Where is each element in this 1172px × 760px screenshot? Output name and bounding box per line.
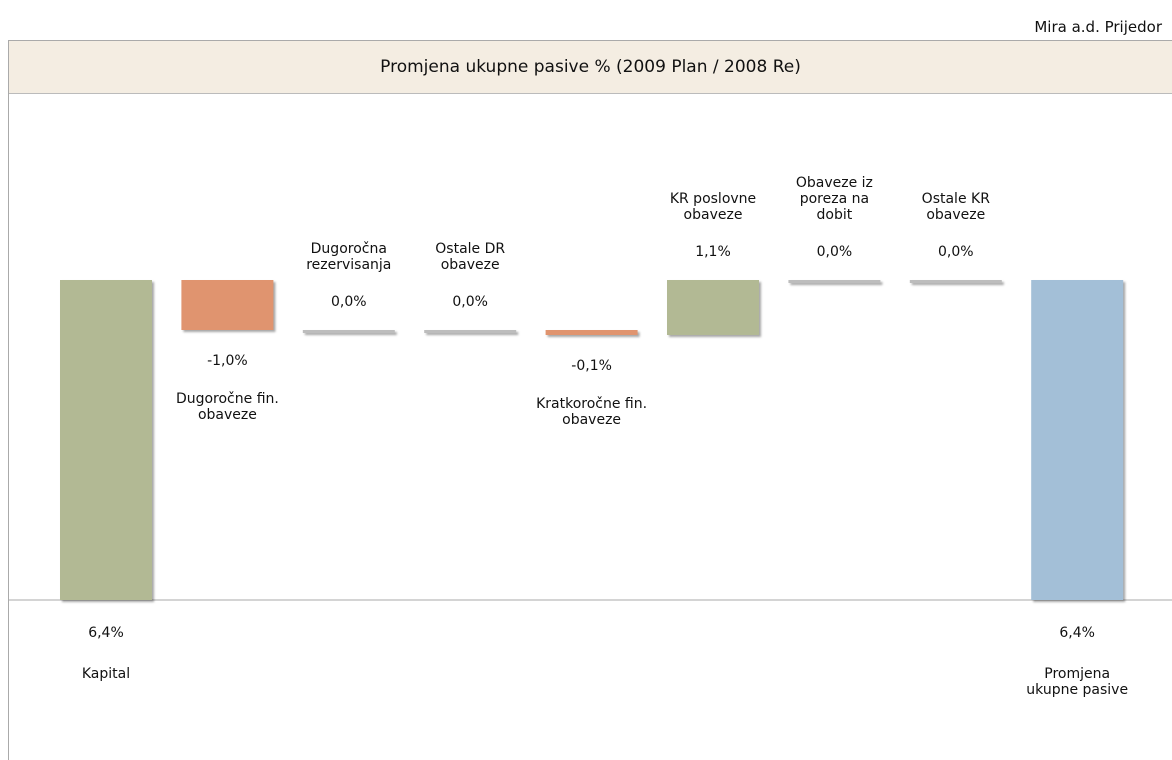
- bar: [667, 280, 759, 335]
- value-label: 6,4%: [1059, 625, 1095, 641]
- bar: [60, 280, 152, 600]
- category-label: Obaveze iz poreza na dobit: [795, 175, 873, 223]
- bar: [1031, 280, 1124, 600]
- category-label: KR poslovne obaveze: [669, 191, 757, 223]
- category-label: Ostale DR obaveze: [435, 241, 506, 273]
- value-label: 0,0%: [816, 244, 853, 260]
- bar: [181, 280, 274, 330]
- category-label: Dugoročne fin. obaveze: [175, 391, 279, 423]
- category-label: Kratkoročne fin. obaveze: [536, 396, 648, 428]
- bar: [909, 280, 1002, 283]
- value-label: 0,0%: [331, 294, 367, 310]
- value-label: -1,0%: [207, 353, 248, 369]
- chart-title: Promjena ukupne pasive % (2009 Plan / 20…: [9, 41, 1172, 94]
- value-label: 1,1%: [695, 244, 731, 260]
- value-label: 6,4%: [88, 625, 124, 641]
- bar: [788, 280, 881, 283]
- category-label: Kapital: [81, 666, 131, 682]
- bar: [302, 330, 395, 333]
- value-label: -0,1%: [571, 358, 612, 374]
- category-label: Ostale KR obaveze: [921, 191, 990, 223]
- bar: [424, 330, 517, 333]
- value-label: 0,0%: [938, 244, 974, 260]
- bar: [545, 330, 638, 335]
- category-label: Promjena ukupne pasive: [1026, 666, 1129, 698]
- category-label: Dugoročna rezervisanja: [306, 241, 392, 273]
- chart-frame: Promjena ukupne pasive % (2009 Plan / 20…: [8, 40, 1172, 760]
- company-name: Mira a.d. Prijedor: [1034, 18, 1162, 36]
- value-label: 0,0%: [452, 294, 488, 310]
